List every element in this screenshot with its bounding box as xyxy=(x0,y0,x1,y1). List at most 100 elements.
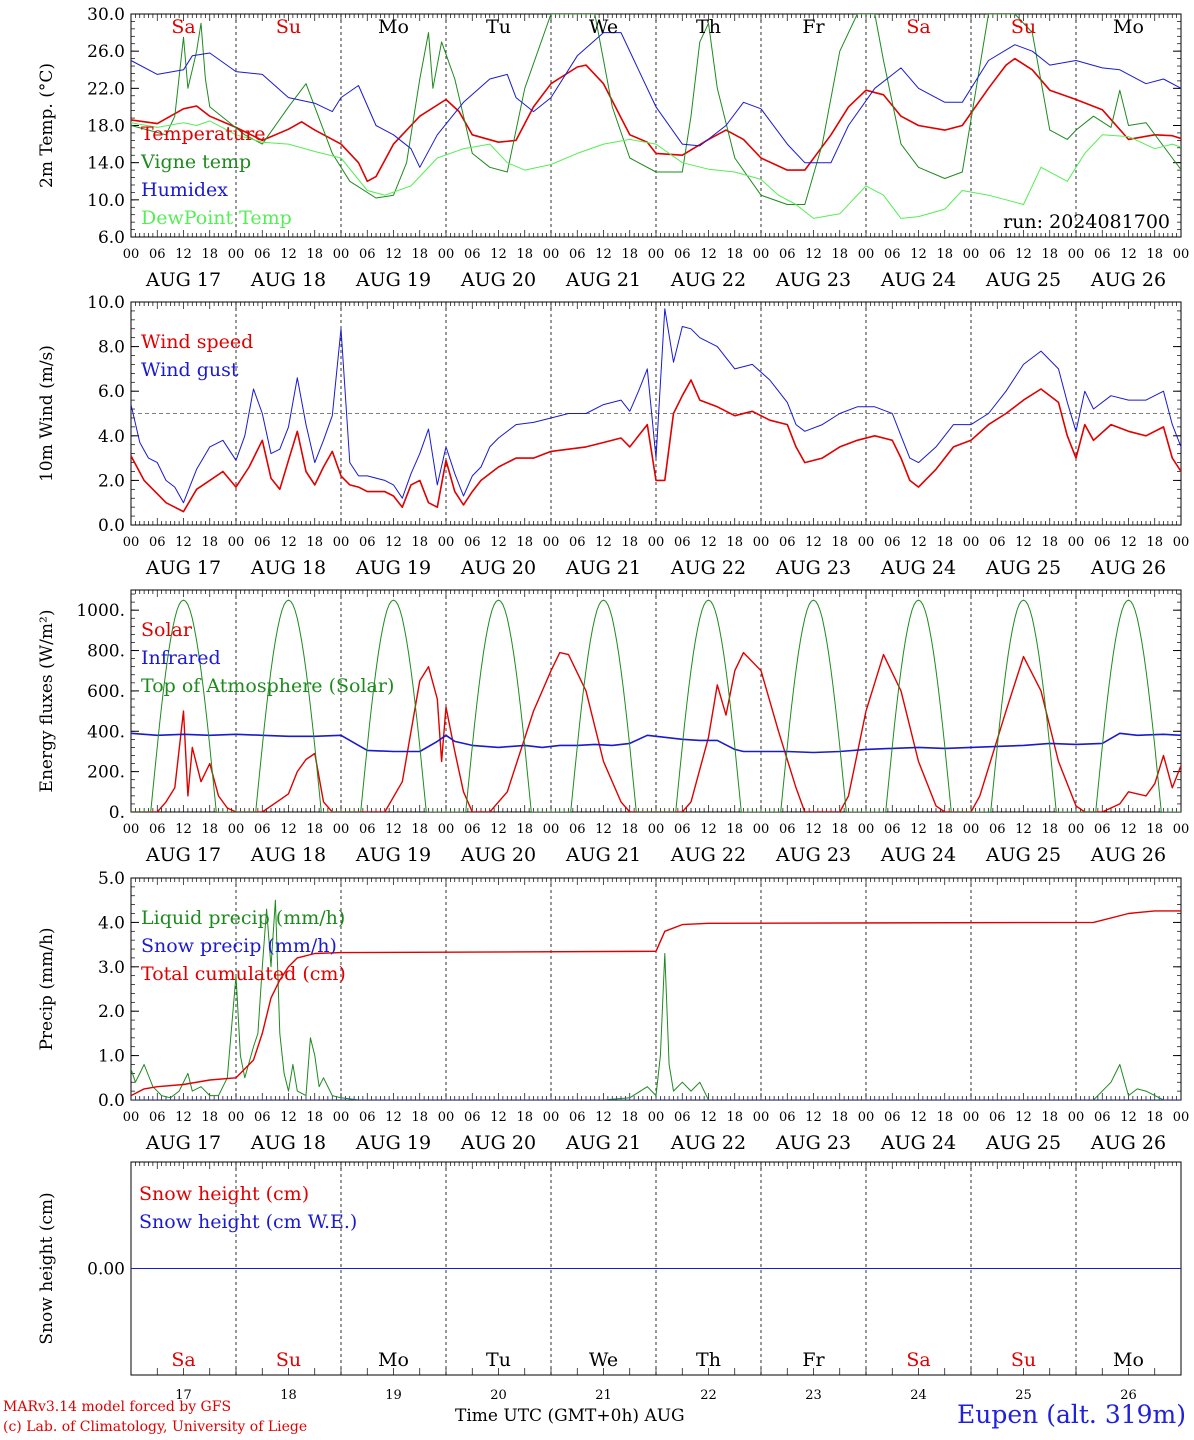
day-label: AUG 24 xyxy=(880,844,956,866)
y-tick-label: 10.0 xyxy=(87,293,125,313)
y-tick-label: 2.0 xyxy=(98,471,125,491)
day-label: AUG 18 xyxy=(250,269,326,291)
series-line-total-cumulated-cm xyxy=(131,910,1181,1097)
day-number-label: 17 xyxy=(175,1388,192,1403)
hour-label: 00 xyxy=(963,822,980,837)
hour-label: 12 xyxy=(175,247,192,262)
day-label: AUG 26 xyxy=(1090,557,1166,579)
weekday-label: Mo xyxy=(378,16,409,38)
day-number-label: 22 xyxy=(700,1388,717,1403)
hour-label: 18 xyxy=(726,822,743,837)
hour-label: 18 xyxy=(306,822,323,837)
series-line-solar xyxy=(131,651,1181,812)
hour-label: 18 xyxy=(726,247,743,262)
hour-label: 12 xyxy=(1120,247,1137,262)
hour-label: 12 xyxy=(1015,535,1032,550)
series-line-humidex xyxy=(131,32,1181,168)
day-label: AUG 26 xyxy=(1090,269,1166,291)
day-label: AUG 22 xyxy=(670,557,746,579)
day-label: AUG 17 xyxy=(145,557,221,579)
hour-label: 12 xyxy=(490,1110,507,1125)
hour-label: 18 xyxy=(306,247,323,262)
hour-label: 06 xyxy=(674,1110,691,1125)
weekday-label: Sa xyxy=(171,1349,195,1371)
hour-label: 12 xyxy=(1120,822,1137,837)
y-tick-label: 4.0 xyxy=(98,427,125,447)
hour-label: 00 xyxy=(333,247,350,262)
hour-label: 00 xyxy=(858,822,875,837)
hour-label: 18 xyxy=(411,822,428,837)
weekday-label: Th xyxy=(696,16,721,38)
day-label: AUG 17 xyxy=(145,844,221,866)
hour-label: 00 xyxy=(333,1110,350,1125)
day-label: AUG 20 xyxy=(460,844,536,866)
weekday-label: We xyxy=(589,1349,618,1371)
series-line-vigne-temp xyxy=(131,14,1181,205)
hour-label: 00 xyxy=(753,535,770,550)
y-tick-label: 4.0 xyxy=(98,913,125,933)
hour-label: 12 xyxy=(910,535,927,550)
day-label: AUG 23 xyxy=(775,269,851,291)
weekday-label: Su xyxy=(1011,16,1036,38)
weekday-label: Tu xyxy=(486,16,511,38)
weekday-label: Fr xyxy=(802,16,825,38)
hour-label: 12 xyxy=(1120,1110,1137,1125)
day-number-label: 18 xyxy=(280,1388,297,1403)
legend-entry: Snow height (cm W.E.) xyxy=(139,1211,357,1233)
day-label: AUG 17 xyxy=(145,1132,221,1154)
hour-label: 12 xyxy=(175,822,192,837)
hour-label: 00 xyxy=(858,535,875,550)
chart-panel-2: 0.0 2.0 4.0 6.0 8.0 10.0 10m Wind (m/s) Wind sp… xyxy=(37,293,1189,579)
weekday-label: Sa xyxy=(906,16,930,38)
hour-label: 18 xyxy=(1146,535,1163,550)
hour-label: 00 xyxy=(858,1110,875,1125)
hour-label: 06 xyxy=(359,1110,376,1125)
hour-label: 18 xyxy=(726,535,743,550)
day-number-label: 21 xyxy=(595,1388,612,1403)
hour-label: 06 xyxy=(674,247,691,262)
hour-label: 18 xyxy=(306,535,323,550)
hour-label: 12 xyxy=(700,822,717,837)
hour-label: 12 xyxy=(175,1110,192,1125)
station-label: Eupen (alt. 319m) xyxy=(957,1400,1186,1429)
series-line-top-of-atmosphere-solar xyxy=(131,599,1181,812)
hour-label: 06 xyxy=(359,535,376,550)
hour-label: 00 xyxy=(543,822,560,837)
hour-label: 18 xyxy=(1041,822,1058,837)
day-label: AUG 21 xyxy=(565,844,641,866)
hour-label: 06 xyxy=(149,247,166,262)
hour-label: 06 xyxy=(779,247,796,262)
hour-label: 18 xyxy=(516,822,533,837)
hour-label: 18 xyxy=(831,247,848,262)
y-tick-label: 5.0 xyxy=(98,869,125,889)
y-tick-label: 1.0 xyxy=(98,1047,125,1067)
y-tick-label: 10.0 xyxy=(87,191,125,211)
day-label: AUG 26 xyxy=(1090,844,1166,866)
hour-label: 18 xyxy=(1146,822,1163,837)
hour-label: 00 xyxy=(963,247,980,262)
weekday-label: Tu xyxy=(486,1349,511,1371)
hour-label: 00 xyxy=(753,1110,770,1125)
hour-label: 06 xyxy=(884,1110,901,1125)
hour-label: 12 xyxy=(595,1110,612,1125)
hour-label: 12 xyxy=(805,822,822,837)
y-tick-label: 0.00 xyxy=(87,1260,125,1280)
hour-label: 12 xyxy=(1015,822,1032,837)
y-axis-label: Precip (mm/h) xyxy=(37,927,57,1050)
hour-label: 18 xyxy=(1146,247,1163,262)
y-tick-label: 200. xyxy=(87,763,125,783)
day-label: AUG 26 xyxy=(1090,1132,1166,1154)
hour-label: 12 xyxy=(595,535,612,550)
hour-label: 12 xyxy=(280,535,297,550)
copyright-credit: (c) Lab. of Climatology, University of L… xyxy=(3,1419,308,1435)
hour-label: 00 xyxy=(333,822,350,837)
weekday-label: Th xyxy=(696,1349,721,1371)
hour-label: 18 xyxy=(411,535,428,550)
hour-label: 00 xyxy=(438,822,455,837)
hour-label: 18 xyxy=(831,1110,848,1125)
hour-label: 18 xyxy=(411,247,428,262)
hour-label: 00 xyxy=(753,822,770,837)
weekday-label: Su xyxy=(276,16,301,38)
hour-label: 00 xyxy=(123,822,140,837)
weekday-label: Fr xyxy=(802,1349,825,1371)
